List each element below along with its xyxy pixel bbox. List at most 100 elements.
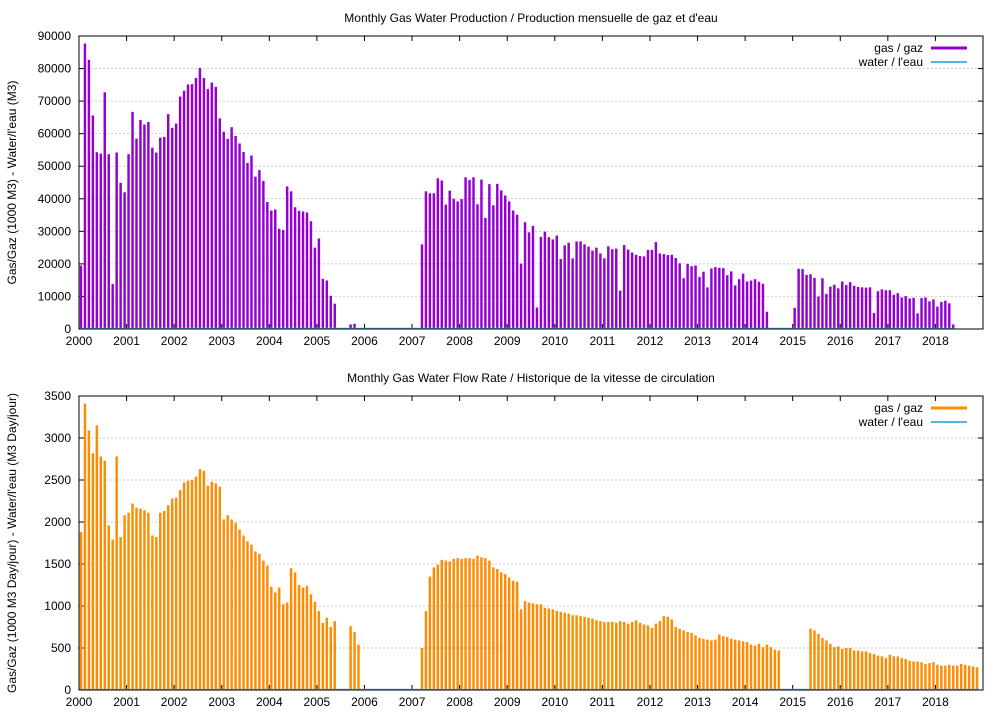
bar	[702, 638, 705, 690]
bar	[944, 300, 947, 329]
bar	[321, 622, 325, 690]
bar	[864, 651, 868, 690]
bar	[928, 663, 931, 690]
bar	[622, 621, 626, 690]
bar	[971, 666, 975, 690]
bar	[155, 537, 158, 690]
bar	[174, 497, 178, 690]
x-tick-label: 2014	[732, 695, 759, 709]
bar	[757, 643, 761, 690]
bar	[638, 622, 642, 690]
bar	[218, 118, 221, 330]
x-tick-label: 2016	[827, 695, 854, 709]
bar	[127, 512, 130, 690]
bar	[575, 615, 578, 690]
bar	[535, 307, 539, 329]
bar	[198, 67, 202, 330]
bar	[722, 268, 725, 329]
bar	[880, 656, 884, 690]
bar	[591, 250, 594, 329]
x-tick-label: 2000	[66, 334, 93, 348]
bar	[571, 615, 574, 690]
x-tick-label: 2013	[684, 334, 711, 348]
bar	[587, 617, 590, 690]
bar	[848, 282, 852, 329]
x-tick-label: 2010	[541, 334, 568, 348]
bar	[436, 178, 440, 329]
bar	[468, 558, 471, 690]
bar	[147, 512, 150, 690]
bar	[615, 622, 618, 690]
bar	[139, 508, 142, 690]
bar	[686, 263, 689, 329]
bar	[297, 585, 301, 690]
bar	[745, 642, 749, 690]
bar	[139, 119, 142, 330]
bar	[888, 290, 892, 329]
y-tick-label: 3000	[44, 431, 71, 445]
bar	[860, 287, 864, 329]
bar	[492, 567, 495, 690]
bar	[733, 285, 737, 329]
bar	[912, 297, 915, 329]
bar	[274, 592, 277, 690]
bar	[258, 553, 261, 690]
bar	[226, 515, 229, 690]
bar	[710, 640, 713, 690]
bar	[817, 633, 820, 690]
bar	[539, 604, 543, 690]
bar	[515, 581, 519, 690]
bar	[527, 232, 531, 329]
bar	[424, 611, 428, 690]
bar	[690, 266, 693, 329]
bar	[856, 650, 860, 690]
bar	[305, 212, 309, 329]
bar	[571, 258, 574, 329]
bar	[844, 648, 848, 690]
bar	[809, 274, 812, 329]
bar	[948, 303, 951, 329]
bar	[880, 289, 884, 329]
bar	[460, 199, 463, 329]
bar	[749, 280, 753, 329]
bar	[202, 470, 206, 690]
bar	[266, 565, 269, 690]
bar	[190, 84, 194, 330]
bar	[519, 609, 523, 690]
bar	[722, 636, 725, 690]
bar	[714, 267, 717, 329]
bar	[313, 601, 317, 690]
x-tick-label: 2007	[399, 334, 426, 348]
bar	[79, 265, 83, 329]
bar	[650, 627, 654, 690]
bar	[646, 249, 650, 329]
bar	[848, 648, 852, 690]
bar	[749, 644, 753, 690]
bar	[111, 284, 114, 329]
x-tick-label: 2012	[637, 334, 664, 348]
bar	[892, 656, 896, 690]
bar	[440, 180, 444, 329]
bar	[472, 177, 475, 329]
bar	[230, 519, 233, 690]
x-tick-label: 2009	[494, 695, 521, 709]
bar	[424, 191, 428, 329]
bar	[603, 258, 606, 329]
bar	[488, 184, 491, 329]
bar	[741, 641, 745, 690]
bar	[678, 628, 681, 690]
bar	[333, 621, 336, 690]
x-tick-label: 2006	[351, 695, 378, 709]
bar	[278, 587, 281, 690]
bar	[579, 241, 582, 329]
bar	[801, 269, 804, 329]
bar	[206, 485, 210, 690]
x-tick-label: 2005	[304, 334, 331, 348]
x-tick-label: 2000	[66, 695, 93, 709]
bar	[876, 291, 880, 329]
bar	[737, 279, 741, 329]
bar	[670, 619, 673, 690]
bar	[654, 623, 658, 690]
